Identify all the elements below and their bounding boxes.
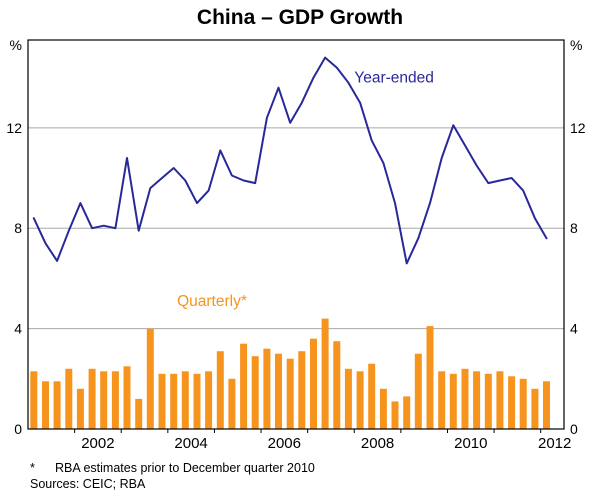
quarterly-bar: [123, 366, 131, 429]
sources: Sources: CEIC; RBA: [30, 477, 146, 491]
y-tick-label-left: 0: [14, 421, 22, 437]
footnote-text: RBA estimates prior to December quarter …: [55, 461, 315, 475]
x-tick-label: 2012: [538, 435, 571, 452]
x-tick-label: 2002: [81, 435, 114, 452]
quarterly-bar: [275, 353, 282, 429]
chart-area: 2002 2004 2006 2008 2010 2012 0 0 4 4 8 8 12 12%% Year…: [0, 32, 600, 456]
series-label: Year-ended: [354, 70, 434, 87]
x-tick-label: 2010: [454, 435, 487, 452]
footnote: * RBA estimates prior to December quarte…: [30, 460, 600, 476]
quarterly-bar: [100, 371, 108, 429]
quarterly-bar: [508, 376, 516, 429]
quarterly-bar: [519, 378, 527, 429]
quarterly-bar: [426, 326, 434, 429]
quarterly-bar: [473, 371, 481, 429]
quarterly-bar: [356, 371, 364, 429]
y-tick-label-left: 8: [14, 220, 22, 236]
quarterly-bar: [42, 381, 49, 429]
quarterly-bar: [263, 348, 271, 429]
quarterly-bar: [333, 341, 341, 429]
quarterly-bar: [53, 381, 61, 429]
y-tick-label-right: 4: [570, 321, 578, 337]
x-tick-label: 2004: [174, 435, 207, 452]
quarterly-bar: [461, 368, 469, 429]
y-tick-label-left: 4: [14, 321, 22, 337]
footnote-block: * RBA estimates prior to December quarte…: [0, 460, 600, 492]
quarterly-bar: [111, 371, 119, 429]
quarterly-bar: [193, 373, 201, 429]
quarterly-bar: [135, 398, 143, 429]
chart-title: China – GDP Growth: [196, 6, 404, 29]
quarterly-bar: [146, 328, 154, 429]
quarterly-bar: [414, 353, 422, 429]
y-tick-label-left: 12: [6, 120, 22, 136]
quarterly-bar: [368, 363, 376, 429]
quarterly-bar: [251, 356, 259, 429]
quarterly-bar: [496, 371, 504, 429]
plot-frame: [27, 39, 565, 430]
quarterly-bar: [30, 371, 38, 429]
quarterly-bar: [88, 368, 96, 429]
series-label: Quarterly*: [177, 293, 247, 310]
quarterly-bar: [286, 358, 294, 429]
quarterly-bar: [170, 373, 178, 429]
y-tick-label-right: 8: [570, 220, 578, 236]
quarterly-bar: [205, 371, 213, 429]
quarterly-bar: [321, 318, 329, 429]
quarterly-bar: [344, 368, 352, 429]
y-tick-label-right: 12: [570, 120, 586, 136]
quarterly-bar: [403, 396, 411, 429]
footnote-marker: *: [30, 461, 35, 475]
quarterly-bar: [531, 388, 539, 429]
quarterly-bar: [158, 373, 166, 429]
quarterly-bar: [65, 368, 73, 429]
quarterly-bar: [379, 388, 387, 429]
quarterly-bar: [216, 351, 224, 429]
quarterly-bar: [449, 373, 457, 429]
x-tick-label: 2006: [268, 435, 301, 452]
percent-label-right: %: [570, 37, 582, 53]
quarterly-bar: [298, 351, 306, 429]
year-ended-line: [32, 56, 548, 265]
y-tick-label-right: 0: [570, 421, 578, 437]
quarterly-bar: [228, 378, 236, 429]
percent-label-left: %: [10, 37, 22, 53]
x-tick-label: 2008: [361, 435, 394, 452]
quarterly-bar: [484, 373, 492, 429]
quarterly-bar: [240, 343, 248, 429]
quarterly-bar: [543, 381, 550, 429]
quarterly-bar: [181, 371, 189, 429]
quarterly-bar: [438, 371, 446, 429]
quarterly-bar: [391, 401, 399, 429]
quarterly-bar: [76, 388, 84, 429]
quarterly-bar: [310, 338, 317, 429]
